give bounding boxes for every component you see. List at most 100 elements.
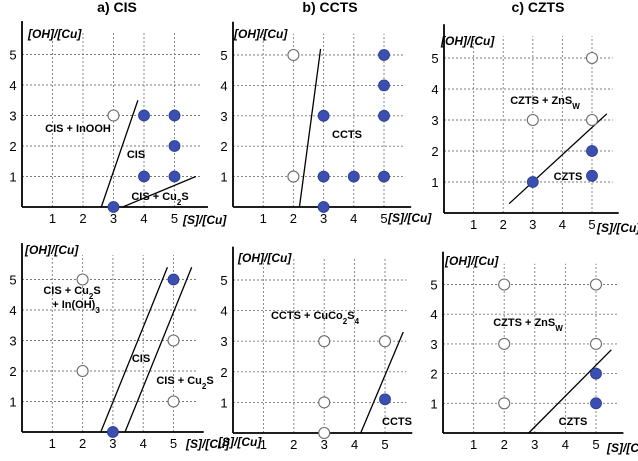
phase-boundary-line — [528, 349, 612, 434]
open-data-point — [167, 395, 180, 408]
y-tick-label: 5 — [220, 273, 227, 288]
y-tick-label: 3 — [220, 109, 227, 124]
region-label: CIS + Cu2S — [131, 191, 188, 207]
open-data-point — [585, 51, 599, 65]
x-tick-label: 3 — [320, 211, 327, 226]
open-data-point — [318, 335, 331, 348]
open-data-point — [76, 273, 89, 286]
x-tick-label: 2 — [501, 437, 508, 452]
filled-data-point — [317, 170, 330, 183]
region-label: CCTS + CuCo2S4 — [271, 310, 360, 326]
filled-data-point — [526, 176, 539, 188]
filled-data-point — [347, 170, 360, 183]
x-tick-label: 5 — [592, 437, 599, 452]
phase-boundary-line — [100, 267, 169, 433]
y-tick-label: 5 — [9, 48, 16, 63]
y-tick-label: 1 — [9, 170, 16, 185]
x-tick-label: 3 — [321, 437, 328, 452]
y-tick-label: 3 — [430, 337, 437, 352]
open-data-point — [287, 170, 300, 183]
region-label: CZTS + ZnSW — [510, 95, 580, 111]
region-label: CIS + InOOH — [45, 123, 111, 135]
open-data-point — [107, 109, 120, 122]
open-data-point — [378, 335, 392, 348]
y-tick-label: 5 — [220, 48, 227, 63]
filled-data-point — [378, 109, 390, 122]
filled-data-point — [167, 273, 180, 286]
region-label: CZTS — [554, 171, 583, 183]
filled-data-point — [107, 201, 120, 213]
x-tick-label: 5 — [588, 217, 595, 232]
region-label: CIS — [132, 353, 150, 365]
y-tick-label: 3 — [9, 334, 16, 349]
x-tick-label: 3 — [529, 217, 536, 232]
region-label: CZTS — [559, 416, 588, 428]
x-tick-label: 5 — [170, 436, 177, 451]
filled-data-point — [590, 397, 602, 410]
panel-title: a) CIS — [97, 0, 137, 15]
open-data-point — [287, 48, 300, 62]
region-label: CCTS — [382, 416, 412, 428]
x-axis-label: [S]/[Cu] — [185, 437, 230, 451]
filled-data-point — [138, 170, 150, 183]
y-tick-label: 2 — [9, 139, 16, 154]
x-tick-label: 2 — [500, 217, 507, 232]
open-data-point — [318, 426, 331, 440]
filled-data-point — [168, 140, 181, 152]
x-tick-label: 1 — [260, 211, 267, 226]
x-tick-label: 5 — [381, 437, 388, 452]
filled-data-point — [138, 109, 150, 122]
y-tick-label: 4 — [431, 82, 438, 97]
phase-boundary-line — [124, 267, 193, 433]
region-label: CCTS — [332, 129, 362, 141]
x-tick-label: 5 — [171, 211, 178, 226]
y-tick-label: 1 — [9, 395, 16, 410]
x-tick-label: 4 — [140, 211, 147, 226]
x-axis-label: [S]/[Cu] — [182, 213, 227, 227]
y-tick-label: 5 — [9, 273, 16, 288]
y-tick-label: 3 — [9, 109, 16, 124]
y-tick-label: 4 — [220, 304, 227, 319]
region-label: CIS + Cu2S — [156, 375, 213, 391]
filled-data-point — [168, 170, 181, 183]
filled-data-point — [107, 426, 119, 438]
x-tick-label: 4 — [350, 211, 357, 226]
filled-data-point — [317, 109, 330, 122]
y-tick-label: 2 — [220, 139, 227, 154]
y-tick-label: 2 — [430, 367, 437, 382]
filled-data-point — [378, 170, 390, 183]
y-tick-label: 5 — [430, 278, 437, 293]
y-tick-label: 3 — [431, 113, 438, 128]
x-axis-label: [S]/[Cu] — [217, 435, 262, 449]
y-axis-label: [OH]/[Cu] — [444, 254, 499, 268]
y-tick-label: 3 — [220, 334, 227, 349]
phase-boundary-line — [508, 113, 608, 205]
open-data-point — [76, 364, 89, 378]
x-tick-label: 3 — [110, 211, 117, 226]
x-tick-label: 1 — [49, 436, 56, 451]
y-tick-label: 4 — [220, 78, 227, 93]
x-axis-label: [S]/[Cu] — [387, 211, 432, 225]
y-axis-label: [OH]/[Cu] — [440, 34, 495, 48]
open-data-point — [585, 113, 599, 127]
y-axis-label: [OH]/[Cu] — [27, 27, 82, 41]
filled-data-point — [590, 367, 602, 380]
x-axis-label: [S]/[Cu] — [606, 441, 638, 455]
phase-boundary-line — [298, 48, 322, 208]
x-tick-label: 1 — [470, 437, 477, 452]
phase-boundary-line — [100, 100, 139, 208]
y-tick-label: 2 — [431, 144, 438, 159]
panel-title: c) CZTS — [512, 0, 565, 15]
x-tick-label: 4 — [562, 437, 569, 452]
x-tick-label: 2 — [79, 211, 86, 226]
panel-title: b) CCTS — [302, 0, 357, 15]
region-label: CIS — [127, 149, 145, 161]
y-tick-label: 1 — [431, 175, 438, 190]
region-label: CZTS + ZnSW — [493, 317, 563, 333]
y-tick-label: 1 — [430, 396, 437, 411]
x-tick-label: 3 — [531, 437, 538, 452]
y-axis-label: [OH]/[Cu] — [233, 27, 288, 41]
open-data-point — [589, 337, 603, 350]
